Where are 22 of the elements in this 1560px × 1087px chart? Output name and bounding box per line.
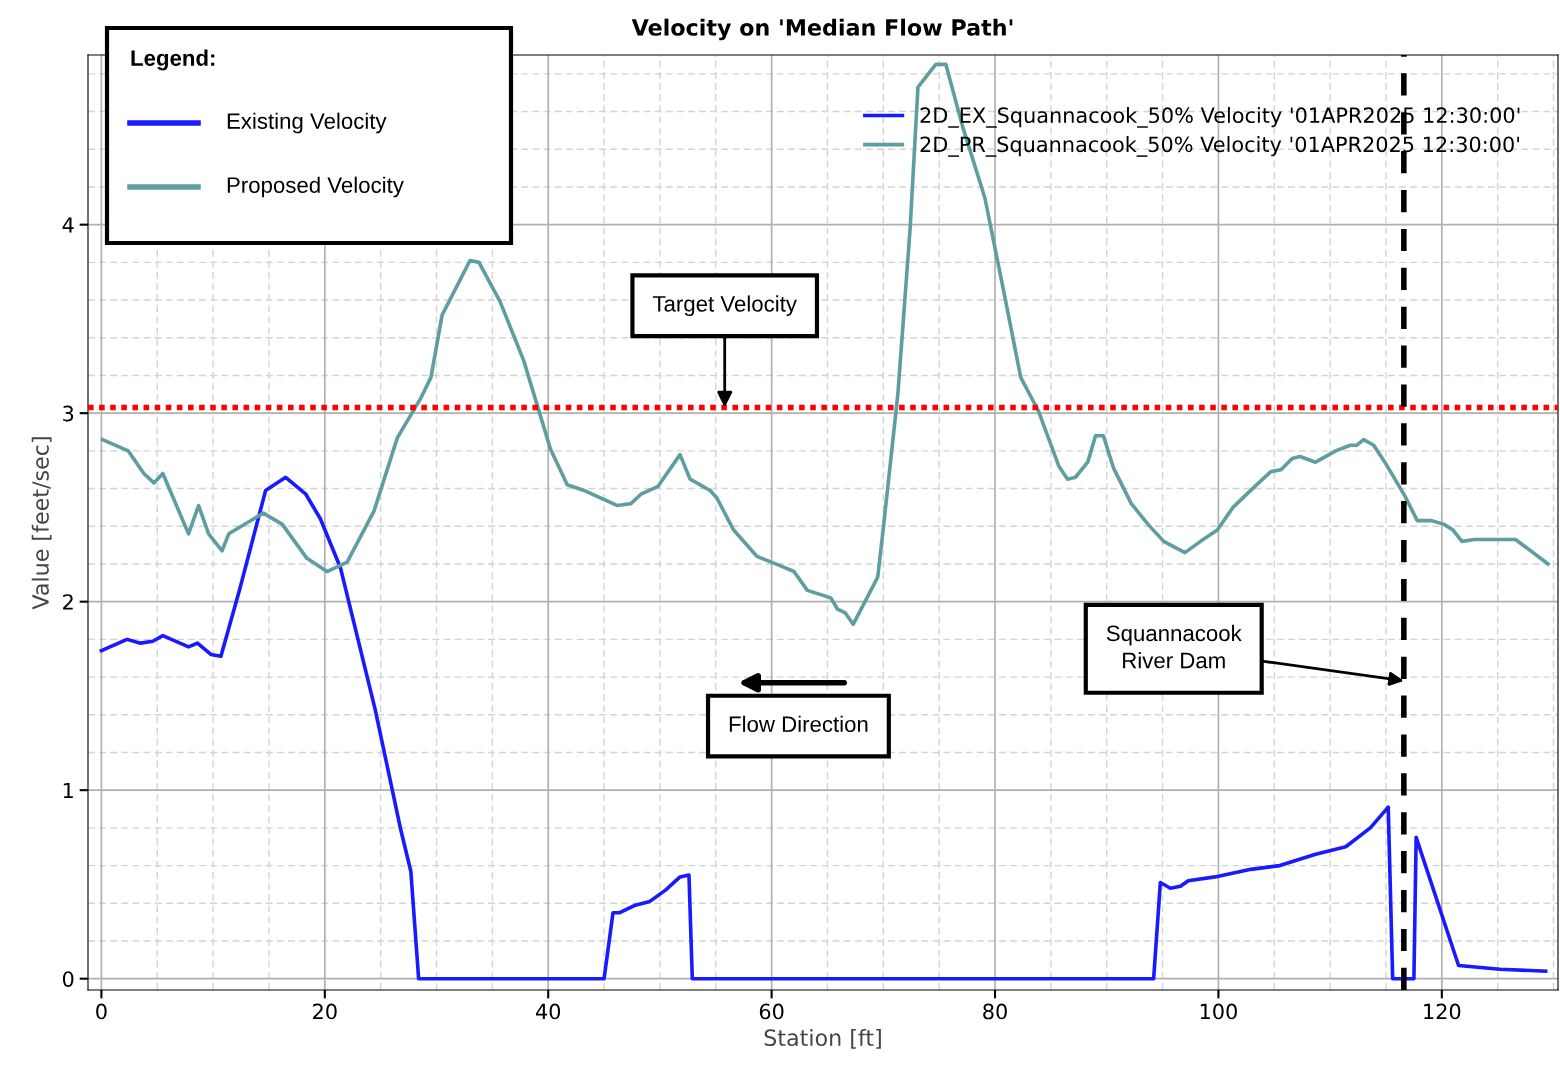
x-axis-title: Station [ft] — [764, 1028, 881, 1049]
ref-line-label: Target Velocity — [652, 295, 797, 317]
ref-line-label: Squannacook River Dam — [1106, 624, 1242, 669]
x-tick-label: 40 — [535, 1003, 561, 1020]
x-tick-label: 100 — [1200, 1003, 1237, 1020]
annotation: Existing Velocity — [227, 112, 387, 134]
x-tick-label: 80 — [983, 1003, 1007, 1020]
x-tick-label: 60 — [759, 1003, 784, 1020]
chart-title: Velocity on 'Median Flow Path' — [631, 18, 1013, 41]
x-tick-label: 120 — [1424, 1003, 1461, 1020]
y-tick-label: 4 — [62, 217, 74, 233]
y-tick-label: 1 — [63, 782, 73, 799]
x-tick-label: 0 — [96, 1003, 107, 1020]
x-tick-label: 20 — [313, 1003, 337, 1020]
annotation: Flow Direction — [729, 715, 868, 733]
y-tick-label: 2 — [63, 594, 73, 610]
y-axis-title: Value [feet/sec] — [31, 437, 52, 610]
y-tick-label: 0 — [62, 971, 74, 987]
annotation: Legend: — [131, 49, 215, 71]
line-series — [99, 475, 1548, 981]
annotation: Proposed Velocity — [227, 176, 404, 198]
y-tick-label: 3 — [63, 405, 74, 422]
